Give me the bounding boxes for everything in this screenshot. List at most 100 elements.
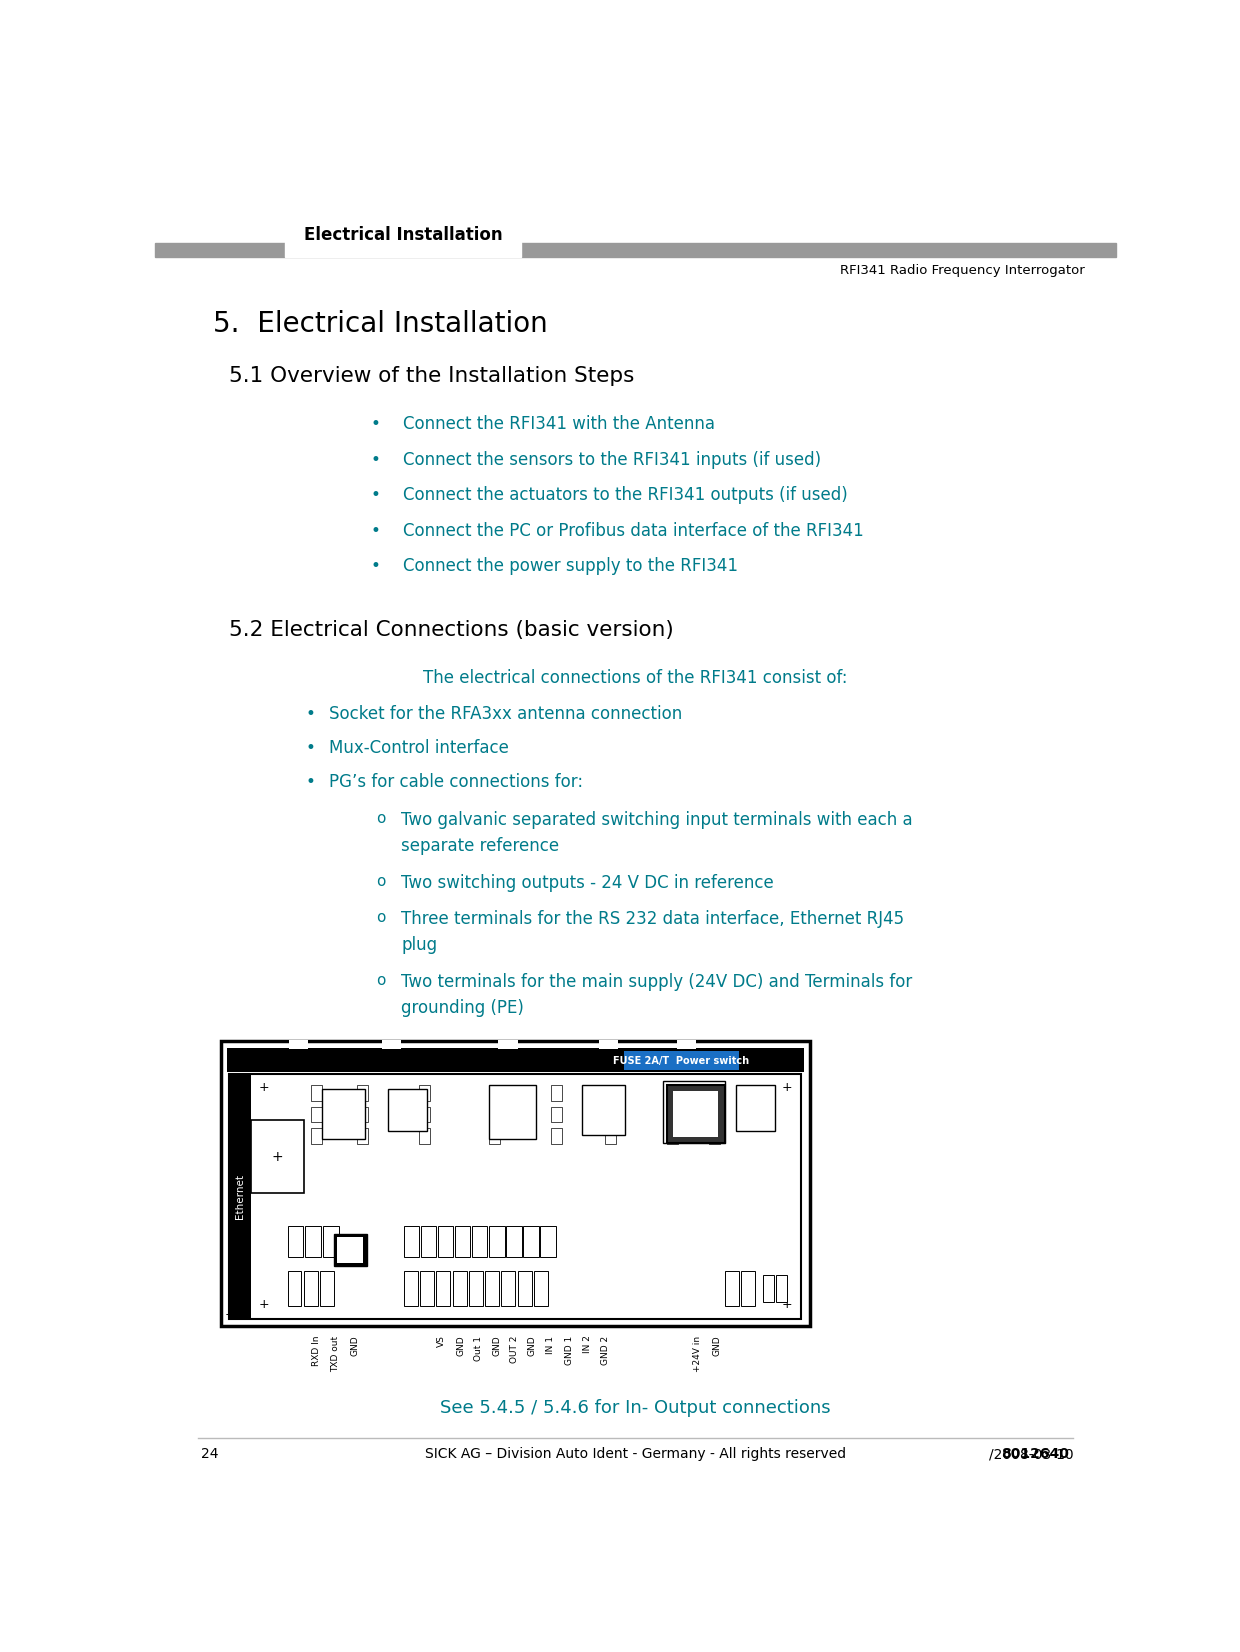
Text: 5.  Electrical Installation: 5. Electrical Installation <box>213 311 548 339</box>
Text: 24: 24 <box>201 1447 219 1460</box>
Bar <box>489 1085 500 1100</box>
Bar <box>453 1270 466 1305</box>
Bar <box>667 1128 678 1143</box>
Bar <box>672 1092 718 1137</box>
Bar <box>419 1107 430 1122</box>
Bar <box>709 1128 720 1143</box>
Bar <box>357 1085 368 1100</box>
Text: Mux-Control interface: Mux-Control interface <box>330 738 510 757</box>
Text: The electrical connections of the RFI341 consist of:: The electrical connections of the RFI341… <box>423 669 848 687</box>
Bar <box>605 1085 616 1100</box>
Bar <box>472 1226 487 1257</box>
Bar <box>541 1226 556 1257</box>
Text: PG’s for cable connections for:: PG’s for cable connections for: <box>330 773 584 791</box>
Bar <box>388 1089 427 1132</box>
Text: Two switching outputs - 24 V DC in reference: Two switching outputs - 24 V DC in refer… <box>402 874 774 892</box>
Text: •: • <box>305 773 315 791</box>
Text: 8012640: 8012640 <box>1002 1447 1069 1460</box>
Bar <box>605 1128 616 1143</box>
Bar <box>419 1128 430 1143</box>
Text: GND: GND <box>712 1335 722 1356</box>
Text: •: • <box>371 451 381 469</box>
Text: OUT 2: OUT 2 <box>510 1335 520 1363</box>
Bar <box>764 1275 774 1302</box>
Bar <box>357 1128 368 1143</box>
Bar <box>489 1085 536 1140</box>
Bar <box>709 1085 720 1100</box>
Bar <box>776 1275 786 1302</box>
Text: Two terminals for the main supply (24V DC) and Terminals for: Two terminals for the main supply (24V D… <box>402 973 913 991</box>
Bar <box>485 1270 498 1305</box>
Bar <box>624 1051 739 1070</box>
Text: •: • <box>371 415 381 433</box>
Text: plug: plug <box>402 937 438 953</box>
Text: Two galvanic separated switching input terminals with each a: Two galvanic separated switching input t… <box>402 811 913 829</box>
Bar <box>289 1039 309 1049</box>
Bar <box>489 1107 500 1122</box>
Text: /2008-03-10: /2008-03-10 <box>988 1447 1074 1460</box>
Bar <box>551 1085 562 1100</box>
Text: +24V in: +24V in <box>693 1335 702 1371</box>
Bar <box>737 1085 775 1132</box>
Bar <box>311 1128 321 1143</box>
Bar <box>709 1107 720 1122</box>
Text: •: • <box>371 522 381 540</box>
Text: Connect the RFI341 with the Antenna: Connect the RFI341 with the Antenna <box>403 415 715 433</box>
Bar <box>582 1085 625 1135</box>
Bar <box>662 1082 724 1143</box>
Bar <box>724 1270 739 1305</box>
Text: •: • <box>371 486 381 504</box>
Bar <box>455 1226 470 1257</box>
Text: •: • <box>371 557 381 575</box>
Bar <box>229 1074 250 1318</box>
Bar <box>742 1270 755 1305</box>
Text: Socket for the RFA3xx antenna connection: Socket for the RFA3xx antenna connection <box>330 705 683 724</box>
Text: +: + <box>781 1298 792 1312</box>
Bar <box>227 1047 804 1072</box>
Bar <box>288 1226 303 1257</box>
Bar <box>506 1226 522 1257</box>
Text: separate reference: separate reference <box>402 838 559 856</box>
Text: TXD out: TXD out <box>331 1335 340 1371</box>
Bar <box>420 1226 436 1257</box>
Bar <box>304 1270 317 1305</box>
Text: IN 2: IN 2 <box>583 1335 591 1353</box>
Text: FUSE 2A/T  Power switch: FUSE 2A/T Power switch <box>613 1056 749 1066</box>
Bar <box>155 243 1116 256</box>
Bar <box>404 1270 418 1305</box>
Text: VS: VS <box>438 1335 446 1348</box>
Text: Connect the power supply to the RFI341: Connect the power supply to the RFI341 <box>403 557 738 575</box>
Text: GND 2: GND 2 <box>600 1335 610 1365</box>
Text: SICK AG – Division Auto Ident - Germany - All rights reserved: SICK AG – Division Auto Ident - Germany … <box>425 1447 846 1460</box>
Text: Electrical Installation: Electrical Installation <box>304 226 502 244</box>
Text: GND: GND <box>456 1335 466 1356</box>
Bar <box>518 1270 532 1305</box>
Bar <box>404 1226 419 1257</box>
Text: +: + <box>224 1308 236 1322</box>
Bar <box>667 1085 724 1143</box>
Bar <box>551 1107 562 1122</box>
Bar <box>551 1128 562 1143</box>
Bar <box>288 1270 301 1305</box>
Bar <box>523 1226 538 1257</box>
Text: •: • <box>305 738 315 757</box>
Text: +: + <box>259 1298 269 1312</box>
Bar <box>229 1074 801 1318</box>
Text: Connect the sensors to the RFI341 inputs (if used): Connect the sensors to the RFI341 inputs… <box>403 451 821 469</box>
Bar <box>489 1226 505 1257</box>
Text: Connect the actuators to the RFI341 outputs (if used): Connect the actuators to the RFI341 outp… <box>403 486 848 504</box>
Text: IN 1: IN 1 <box>546 1335 554 1353</box>
Text: GND: GND <box>351 1335 360 1356</box>
Bar <box>357 1107 368 1122</box>
Bar <box>605 1107 616 1122</box>
Text: RXD In: RXD In <box>311 1335 321 1366</box>
Bar <box>667 1085 678 1100</box>
Bar <box>337 1237 363 1264</box>
Text: +: + <box>781 1080 792 1094</box>
Bar <box>250 1120 304 1193</box>
Bar <box>469 1270 482 1305</box>
Text: Ethernet: Ethernet <box>236 1173 246 1219</box>
Bar <box>320 1270 334 1305</box>
Bar <box>382 1039 402 1049</box>
Bar <box>324 1226 339 1257</box>
